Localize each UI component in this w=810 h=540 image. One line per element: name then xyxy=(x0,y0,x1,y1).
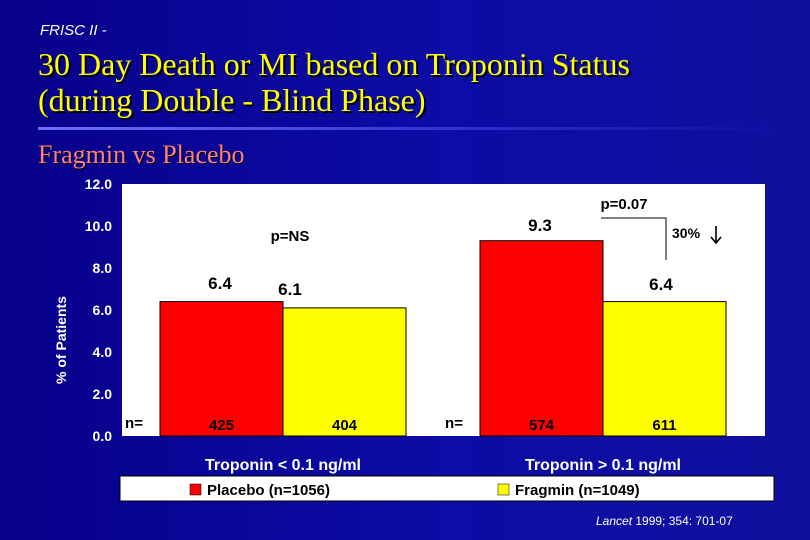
title-line-1: 30 Day Death or MI based on Troponin Sta… xyxy=(38,46,630,82)
y-tick-label: 8.0 xyxy=(93,260,113,276)
title-rule xyxy=(38,127,778,130)
citation-journal: Lancet xyxy=(596,514,633,528)
p-value-left: p=NS xyxy=(271,228,310,245)
subtitle: Fragmin vs Placebo xyxy=(38,140,245,169)
citation: Lancet 1999; 354: 701-07 xyxy=(596,514,733,528)
n-count-label: 611 xyxy=(652,417,676,434)
legend-box xyxy=(119,475,775,502)
data-label: 6.4 xyxy=(649,275,673,294)
reduction-label: 30% xyxy=(672,225,701,241)
n-count-label: 425 xyxy=(209,417,234,434)
y-tick-label: 12.0 xyxy=(85,176,112,192)
n-count-label: 404 xyxy=(332,417,358,434)
x-category-label: Troponin > 0.1 ng/ml xyxy=(525,457,681,474)
citation-details: 1999; 354: 701-07 xyxy=(632,514,733,528)
legend-swatch xyxy=(497,483,510,496)
y-tick-label: 6.0 xyxy=(93,302,113,318)
legend-label: Fragmin (n=1049) xyxy=(515,482,640,499)
bar-fragmin xyxy=(602,301,727,437)
n-prefix-label: n= xyxy=(125,415,143,432)
y-axis-label: % of Patients xyxy=(53,296,69,384)
slide-title: 30 Day Death or MI based on Troponin Sta… xyxy=(38,46,798,118)
y-tick-label: 4.0 xyxy=(93,344,113,360)
n-prefix-label: n= xyxy=(445,415,463,432)
bar-placebo xyxy=(479,240,604,437)
bracket-line xyxy=(601,217,667,260)
x-category-label: Troponin < 0.1 ng/ml xyxy=(205,457,361,474)
n-count-label: 574 xyxy=(529,417,555,434)
title-line-2: (during Double - Blind Phase) xyxy=(38,82,426,118)
data-label: 9.3 xyxy=(528,216,552,235)
bar-placebo xyxy=(159,301,284,437)
bar-fragmin xyxy=(282,307,407,437)
y-tick-label: 0.0 xyxy=(93,428,113,444)
legend-swatch xyxy=(189,483,202,496)
slide-tag: FRISC II - xyxy=(40,22,107,39)
legend-label: Placebo (n=1056) xyxy=(207,482,330,499)
data-label: 6.1 xyxy=(278,280,302,299)
y-tick-label: 10.0 xyxy=(85,218,112,234)
y-tick-label: 2.0 xyxy=(93,386,113,402)
p-value-right: p=0.07 xyxy=(600,196,647,213)
data-label: 6.4 xyxy=(208,274,232,293)
down-arrow-icon xyxy=(710,226,722,245)
